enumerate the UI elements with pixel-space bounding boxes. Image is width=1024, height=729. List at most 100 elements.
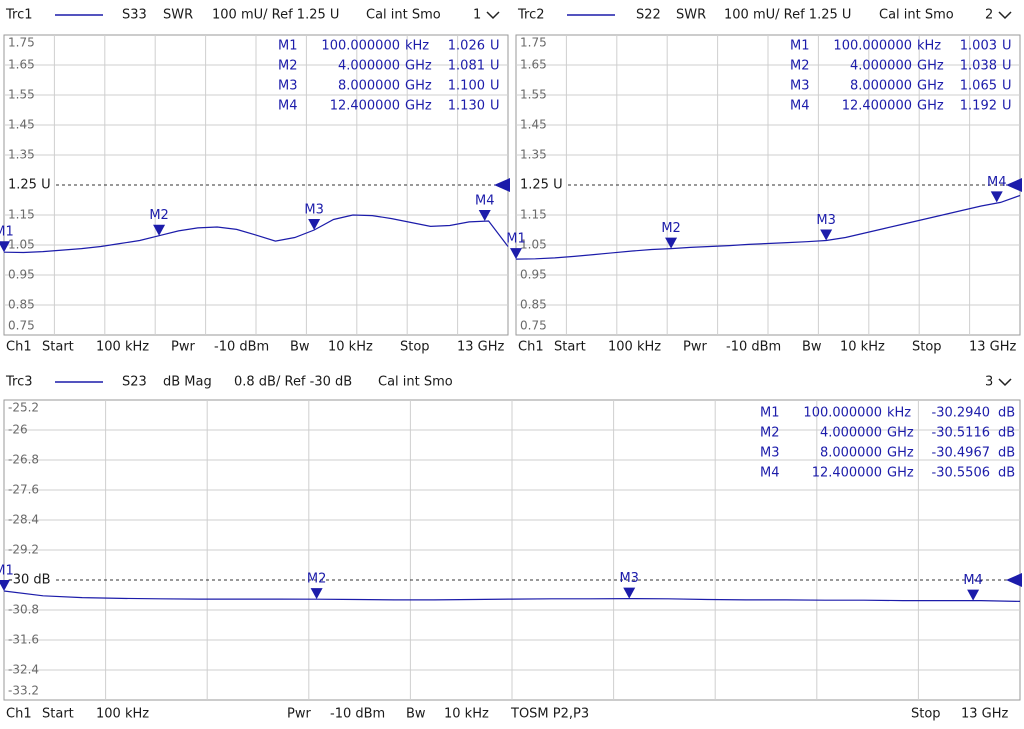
- marker-table-value: 1.065: [960, 79, 997, 94]
- footer-item: 13 GHz: [961, 707, 1009, 722]
- y-tick-label: 1.05: [8, 238, 35, 252]
- header-cal: Cal int Smo: [366, 8, 441, 23]
- marker-table-name: M2: [278, 59, 298, 74]
- marker-table-freq-unit: GHz: [917, 99, 944, 114]
- marker-table-value: -30.2940: [932, 406, 990, 421]
- y-tick-label: -30.8: [8, 603, 39, 617]
- header-parameter: S23: [122, 375, 147, 390]
- marker-table-unit: dB: [998, 446, 1015, 461]
- marker-table-value: 1.081: [448, 59, 485, 74]
- marker-table-freq-unit: GHz: [405, 79, 432, 94]
- marker-table-unit: U: [1002, 99, 1012, 114]
- marker-triangle: [478, 210, 491, 221]
- marker-table-freq-unit: GHz: [405, 99, 432, 114]
- footer-item: Bw: [802, 340, 822, 355]
- marker-label: M2: [307, 572, 327, 587]
- marker-table-unit: dB: [998, 426, 1015, 441]
- header-window: 1: [473, 8, 481, 23]
- window-menu-chevron[interactable]: [486, 11, 500, 20]
- marker-table-value: 1.192: [960, 99, 997, 114]
- trace: [3, 590, 1021, 602]
- y-tick-label: 1.25 U: [8, 178, 51, 193]
- footer-item: TOSM P2,P3: [510, 707, 589, 722]
- marker-triangle: [0, 241, 10, 253]
- y-tick-label: 1.05: [520, 238, 547, 252]
- header-format: dB Mag: [163, 375, 212, 390]
- marker-table-freq: 100.000000: [833, 39, 912, 54]
- footer-item: Stop: [912, 340, 942, 355]
- marker-table-freq: 100.000000: [321, 39, 400, 54]
- marker-triangle: [665, 237, 678, 249]
- marker-table-freq-unit: GHz: [917, 79, 944, 94]
- marker-table-freq: 12.400000: [812, 466, 882, 481]
- y-tick-label: -29.2: [8, 543, 39, 557]
- marker-table-value: 1.100: [448, 79, 485, 94]
- footer-item: Bw: [406, 707, 426, 722]
- marker-table-freq: 4.000000: [820, 426, 882, 441]
- footer-item: Stop: [400, 340, 430, 355]
- marker-label: M1: [506, 232, 526, 247]
- y-tick-label: 0.75: [520, 319, 547, 333]
- marker-table-unit: dB: [998, 406, 1015, 421]
- marker-table-name: M3: [790, 79, 810, 94]
- reference-arrow: [494, 178, 510, 192]
- footer-item: Stop: [911, 707, 941, 722]
- y-tick-label: 1.65: [8, 58, 35, 72]
- footer-item: Start: [554, 340, 586, 355]
- y-tick-label: -28.4: [8, 513, 39, 527]
- footer-item: Ch1: [6, 707, 32, 722]
- footer-item: Ch1: [518, 340, 544, 355]
- marker-label: M2: [149, 208, 169, 223]
- marker-table-freq-unit: kHz: [405, 39, 429, 54]
- footer-item: 10 kHz: [328, 340, 373, 355]
- y-tick-label: 0.85: [8, 298, 35, 312]
- marker-table-freq-unit: GHz: [887, 466, 914, 481]
- header-cal: Cal int Smo: [879, 8, 954, 23]
- marker-table-name: M4: [278, 99, 298, 114]
- footer-item: 10 kHz: [840, 340, 885, 355]
- y-tick-label: 1.55: [8, 88, 35, 102]
- y-tick-label: 1.15: [520, 208, 547, 222]
- footer-item: 100 kHz: [96, 707, 149, 722]
- y-tick-label: -26.8: [8, 453, 39, 467]
- marker-table-value: -30.5116: [932, 426, 990, 441]
- y-tick-label: -32.4: [8, 663, 39, 677]
- y-tick-label: 0.95: [520, 268, 547, 282]
- marker-triangle: [820, 229, 833, 241]
- marker-table-unit: U: [490, 59, 500, 74]
- y-tick-label: 1.25 U: [520, 178, 563, 193]
- marker-table-freq: 8.000000: [820, 446, 882, 461]
- marker-table-value: 1.038: [960, 59, 997, 74]
- marker-table-freq-unit: GHz: [405, 59, 432, 74]
- trace: [515, 194, 1021, 260]
- marker-table-freq: 4.000000: [338, 59, 400, 74]
- reference-arrow: [1006, 178, 1022, 192]
- y-tick-label: -33.2: [8, 684, 39, 698]
- marker-table-name: M1: [760, 406, 780, 421]
- marker-table-value: -30.5506: [932, 466, 990, 481]
- marker-table-freq: 12.400000: [330, 99, 400, 114]
- marker-table-unit: U: [1002, 39, 1012, 54]
- footer-item: -10 dBm: [726, 340, 781, 355]
- footer-item: 100 kHz: [608, 340, 661, 355]
- y-tick-label: 1.15: [8, 208, 35, 222]
- y-tick-label: -27.6: [8, 483, 39, 497]
- trace: [3, 214, 509, 254]
- marker-label: M4: [987, 175, 1007, 190]
- window-menu-chevron[interactable]: [998, 11, 1012, 20]
- footer-item: Ch1: [6, 340, 32, 355]
- marker-table-unit: U: [490, 39, 500, 54]
- marker-label: M4: [475, 194, 495, 209]
- marker-table-freq: 8.000000: [850, 79, 912, 94]
- header-scale: 100 mU/ Ref 1.25 U: [212, 8, 339, 23]
- marker-label: M2: [661, 221, 681, 236]
- window-menu-chevron[interactable]: [998, 378, 1012, 387]
- header-format: SWR: [676, 8, 706, 23]
- header-scale: 0.8 dB/ Ref -30 dB: [234, 375, 352, 390]
- marker-table-name: M2: [760, 426, 780, 441]
- marker-triangle: [990, 191, 1003, 203]
- y-tick-label: 0.85: [520, 298, 547, 312]
- marker-table-unit: U: [490, 79, 500, 94]
- marker-triangle: [967, 589, 980, 601]
- marker-table-freq-unit: GHz: [917, 59, 944, 74]
